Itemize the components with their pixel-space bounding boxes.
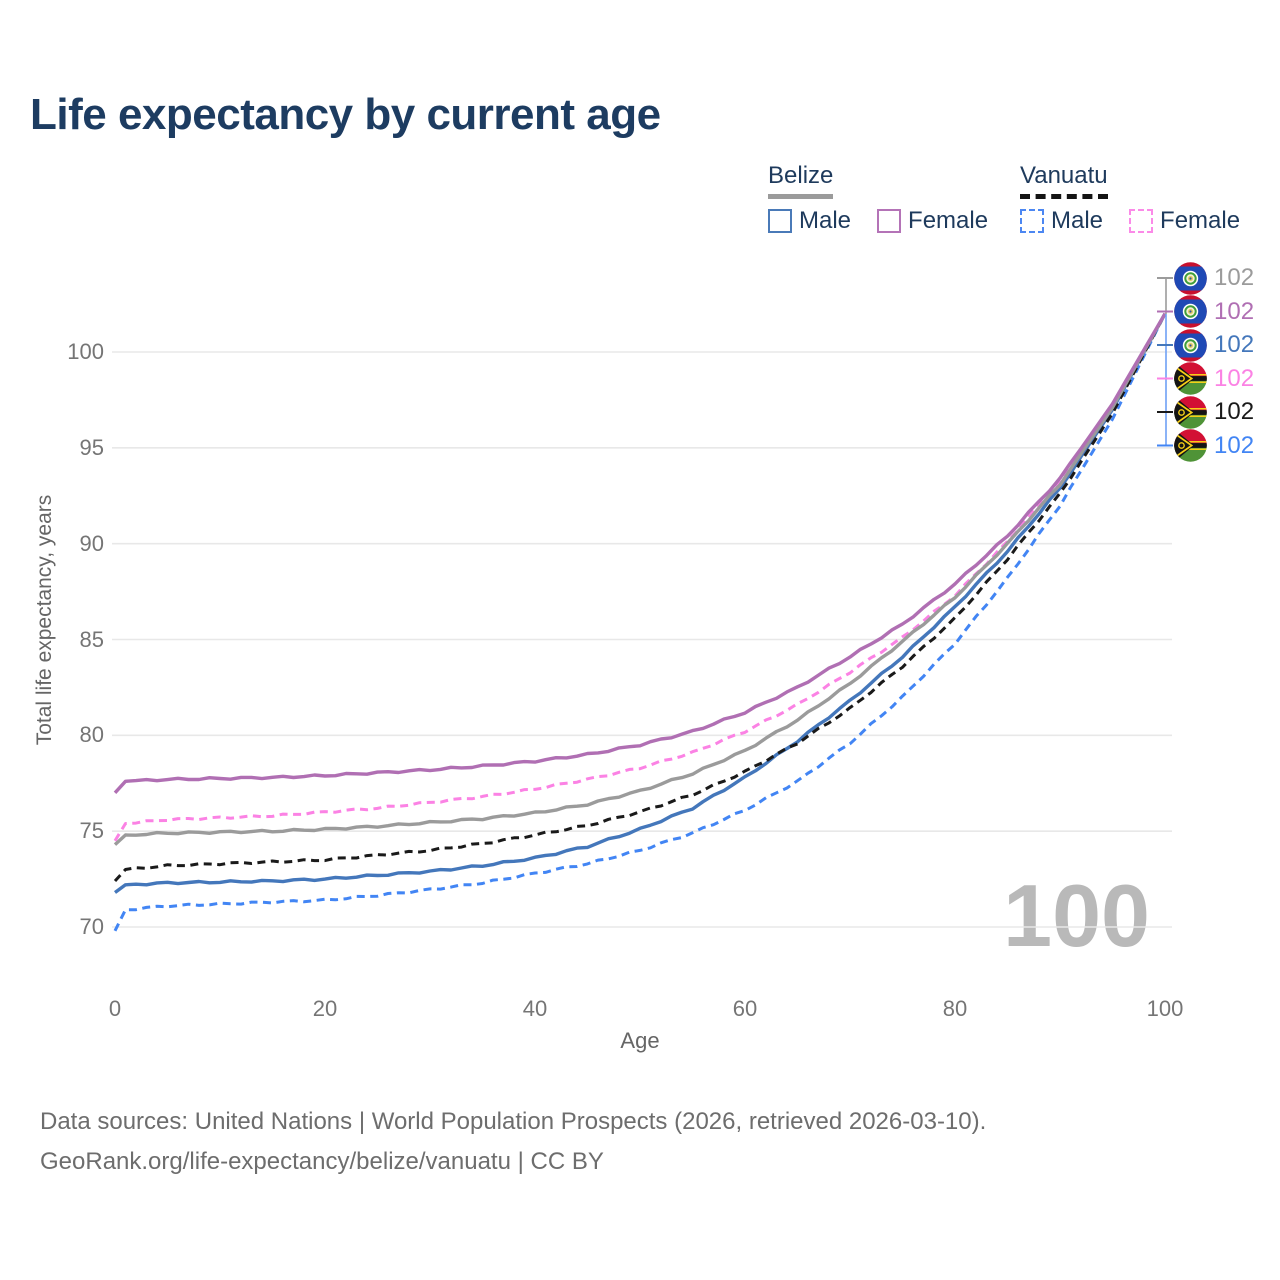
x-tick-label-20: 20 — [312, 996, 338, 1021]
vanuatu-flag-icon — [1174, 429, 1207, 462]
x-tick-label-40: 40 — [522, 996, 548, 1021]
end-label-row: 102 — [1174, 395, 1255, 429]
series-line-vanuatu-total — [113, 313, 1167, 883]
belize-flag — [1174, 261, 1207, 295]
footer-attribution: GeoRank.org/life-expectancy/belize/vanua… — [40, 1148, 604, 1175]
end-value-label: 102 — [1214, 398, 1255, 425]
legend-swatch-dashed — [1020, 209, 1044, 233]
end-value-label: 102 — [1214, 331, 1255, 358]
series-line-belize-total — [113, 312, 1167, 846]
legend-group-belize: Belize Male Female — [768, 162, 988, 235]
end-value-label: 102 — [1214, 264, 1255, 291]
y-tick-label-85: 85 — [79, 626, 104, 652]
series-line-belize-female — [113, 312, 1167, 794]
vanuatu-flag — [1174, 362, 1207, 395]
age-watermark: 100 — [1003, 866, 1150, 965]
legend-country-label: Vanuatu — [1020, 162, 1108, 189]
belize-flag-icon — [1174, 261, 1207, 295]
x-tick-label-0: 0 — [108, 996, 122, 1021]
end-label-row: 102 — [1174, 261, 1255, 295]
footer-data-sources: Data sources: United Nations | World Pop… — [40, 1108, 987, 1135]
end-label-row: 102 — [1174, 295, 1254, 328]
end-value-label: 102 — [1214, 364, 1255, 392]
legend-item-label: Male — [1051, 207, 1104, 234]
end-label-row: 102 — [1174, 429, 1254, 462]
legend-country-linestyle-solid — [768, 194, 834, 199]
legend-item-belize-male: Male — [768, 207, 851, 235]
vanuatu-flag — [1174, 395, 1207, 429]
legend-item-label: Female — [1160, 207, 1241, 234]
y-tick-label-70: 70 — [79, 914, 104, 939]
y-tick-label-100: 100 — [67, 339, 104, 364]
legend-item-label: Male — [799, 207, 852, 234]
x-tick-label-80: 80 — [942, 996, 968, 1021]
legend-swatch-solid — [768, 209, 792, 233]
end-value-label: 102 — [1214, 431, 1255, 459]
belize-flag — [1174, 328, 1207, 362]
end-value-label: 102 — [1214, 297, 1255, 325]
legend-item-vanuatu-female: Female — [1129, 207, 1240, 235]
x-tick-label-100: 100 — [1146, 996, 1184, 1021]
vanuatu-flag-icon — [1174, 395, 1207, 429]
series-line-vanuatu-female — [113, 312, 1167, 842]
page-title: Life expectancy by current age — [30, 90, 661, 139]
legend-swatch-solid — [877, 209, 902, 233]
belize-flag-icon — [1174, 328, 1207, 362]
end-label-row: 102 — [1174, 328, 1255, 362]
series-line-vanuatu-male — [113, 313, 1167, 932]
y-tick-label-75: 75 — [79, 818, 104, 844]
end-label-row: 102 — [1174, 362, 1254, 395]
legend-country-label: Belize — [768, 162, 834, 189]
x-tick-label-60: 60 — [732, 996, 758, 1021]
legend-item-vanuatu-male: Male — [1020, 207, 1103, 235]
y-tick-label-95: 95 — [79, 434, 104, 460]
y-tick-label-80: 80 — [79, 722, 104, 748]
legend-country-linestyle-dashed — [1020, 194, 1108, 199]
legend-item-label: Female — [908, 207, 989, 234]
x-axis-title: Age — [620, 1028, 660, 1053]
y-tick-label-90: 90 — [79, 530, 104, 556]
belize-flag — [1174, 295, 1207, 328]
series-line-belize-male — [113, 312, 1167, 894]
belize-flag-icon — [1174, 295, 1207, 328]
legend-group-vanuatu: Vanuatu Male Female — [1020, 162, 1240, 235]
legend-swatch-dashed — [1129, 209, 1154, 233]
vanuatu-flag-icon — [1174, 362, 1207, 395]
vanuatu-flag — [1174, 429, 1207, 462]
legend-item-belize-female: Female — [877, 207, 988, 235]
